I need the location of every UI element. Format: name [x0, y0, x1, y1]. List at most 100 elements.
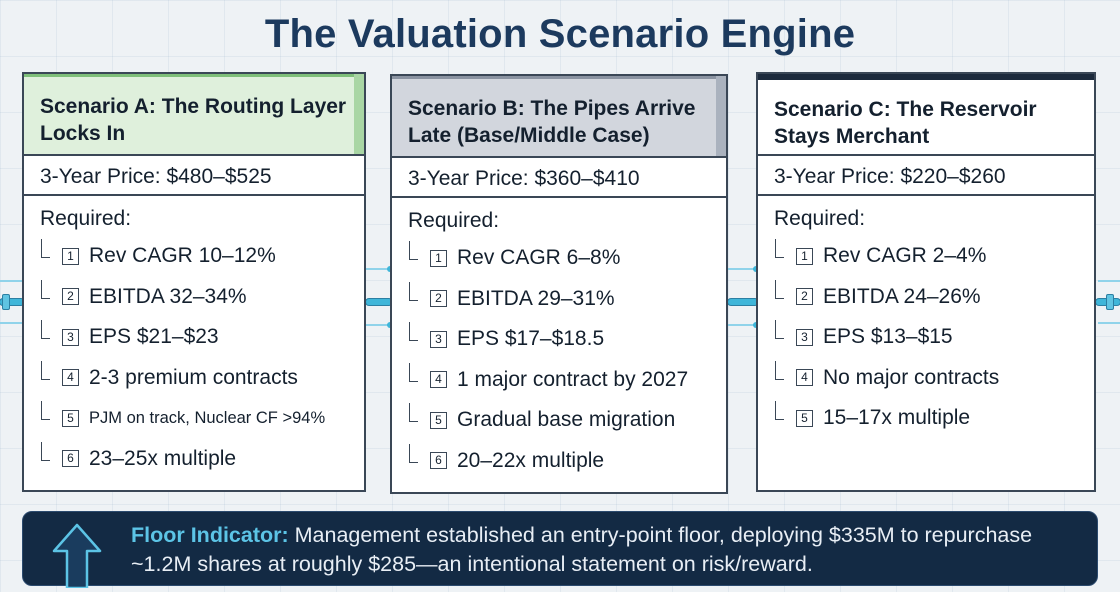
scenario-c-required-label: Required:: [774, 207, 866, 230]
connector-b-c: [728, 296, 758, 308]
scenario-c-requirements: 1 Rev CAGR 2–4% 2 EBITDA 24–26% 3 EPS $13–$…: [758, 236, 1094, 439]
requirement-item: 4 2-3 premium contracts: [40, 358, 364, 399]
tree-branch-icon: [408, 403, 430, 433]
scenario-b-required-label: Required:: [408, 209, 500, 232]
requirement-item: 3 EPS $17–$18.5: [408, 319, 726, 360]
requirement-item: 3 EPS $13–$15: [774, 317, 1094, 358]
item-number-badge: 4: [430, 371, 447, 389]
connector-left: [0, 294, 24, 310]
scenario-c-title: Scenario C: The Reservoir Stays Merchant: [758, 74, 1094, 156]
tree-branch-icon: [40, 279, 62, 310]
requirement-text: Gradual base migration: [457, 408, 676, 432]
tree-branch-icon: [408, 281, 430, 312]
scenario-c-card: Scenario C: The Reservoir Stays Merchant…: [756, 72, 1096, 492]
floor-indicator-banner: Floor Indicator: Management established …: [22, 511, 1098, 588]
item-number-badge: 6: [430, 452, 447, 470]
connector-wire-right-bottom: [1098, 322, 1120, 324]
tree-branch-icon: [40, 239, 62, 269]
tree-branch-icon: [774, 239, 796, 269]
tree-branch-icon: [40, 441, 62, 472]
item-number-badge: 2: [430, 290, 447, 308]
requirement-text: EPS $17–$18.5: [457, 327, 605, 351]
requirement-text: Rev CAGR 10–12%: [89, 244, 276, 268]
tree-branch-icon: [40, 320, 62, 350]
connector-wire-ab-bottom: [366, 322, 393, 328]
connector-right: [1096, 294, 1120, 310]
requirement-item: 5 15–17x multiple: [774, 398, 1094, 439]
page-title: The Valuation Scenario Engine: [264, 12, 856, 56]
requirement-item: 6 23–25x multiple: [40, 439, 364, 480]
requirement-text: EBITDA 32–34%: [89, 284, 247, 308]
tree-branch-icon: [408, 322, 430, 352]
floor-indicator-text: Floor Indicator: Management established …: [131, 521, 1081, 579]
requirement-text: Rev CAGR 6–8%: [457, 246, 621, 270]
scenario-a-card: Scenario A: The Routing Layer Locks In 3…: [22, 72, 366, 492]
requirement-item: 4 1 major contract by 2027: [408, 360, 726, 401]
scenario-a-required-label: Required:: [40, 207, 132, 230]
scenario-b-card: Scenario B: The Pipes Arrive Late (Base/…: [390, 74, 728, 494]
scenario-b-requirements: 1 Rev CAGR 6–8% 2 EBITDA 29–31% 3 EPS $17–$…: [392, 238, 726, 481]
item-number-badge: 2: [796, 288, 813, 306]
item-number-badge: 5: [62, 409, 79, 427]
item-number-badge: 5: [430, 411, 447, 429]
requirement-text: Rev CAGR 2–4%: [823, 244, 987, 268]
requirement-text: 2-3 premium contracts: [89, 365, 298, 389]
requirement-item: 4 No major contracts: [774, 358, 1094, 399]
item-number-badge: 3: [796, 328, 813, 346]
scenario-a-price: 3-Year Price: $480–$525: [24, 156, 364, 196]
connector-a-b: [366, 296, 392, 308]
item-number-badge: 3: [430, 330, 447, 348]
scenario-c-price: 3-Year Price: $220–$260: [758, 156, 1094, 196]
item-number-badge: 1: [430, 249, 447, 267]
requirement-item: 5 Gradual base migration: [408, 400, 726, 441]
requirement-text: PJM on track, Nuclear CF >94%: [89, 408, 326, 427]
tree-branch-icon: [40, 401, 62, 431]
connector-wire-right-top: [1098, 280, 1120, 282]
tree-branch-icon: [408, 241, 430, 271]
connector-wire-bc-bottom: [728, 322, 759, 328]
item-number-badge: 2: [62, 288, 79, 306]
requirement-text: EPS $13–$15: [823, 325, 953, 349]
tree-branch-icon: [774, 279, 796, 310]
requirement-item: 5 PJM on track, Nuclear CF >94%: [40, 398, 364, 439]
requirement-item: 1 Rev CAGR 10–12%: [40, 236, 364, 277]
requirement-item: 2 EBITDA 29–31%: [408, 279, 726, 320]
requirement-item: 2 EBITDA 32–34%: [40, 277, 364, 318]
requirement-item: 1 Rev CAGR 6–8%: [408, 238, 726, 279]
item-number-badge: 1: [62, 247, 79, 265]
connector-wire-ab-top: [366, 266, 393, 272]
item-number-badge: 6: [62, 450, 79, 468]
requirement-text: EBITDA 29–31%: [457, 286, 615, 310]
floor-indicator-label: Floor Indicator:: [131, 523, 289, 547]
tree-branch-icon: [774, 360, 796, 391]
connector-wire-bc-top: [728, 266, 759, 272]
requirement-text: 20–22x multiple: [457, 448, 605, 472]
scenario-b-title: Scenario B: The Pipes Arrive Late (Base/…: [392, 76, 726, 158]
requirement-item: 6 20–22x multiple: [408, 441, 726, 482]
requirement-text: 15–17x multiple: [823, 406, 971, 430]
requirement-text: 23–25x multiple: [89, 446, 237, 470]
scenario-b-price: 3-Year Price: $360–$410: [392, 158, 726, 198]
connector-wire-left-top: [0, 280, 22, 282]
tree-branch-icon: [408, 443, 430, 474]
scenario-a-requirements: 1 Rev CAGR 10–12% 2 EBITDA 32–34% 3 EPS $21…: [24, 236, 364, 479]
requirement-text: EPS $21–$23: [89, 325, 219, 349]
item-number-badge: 4: [796, 369, 813, 387]
item-number-badge: 1: [796, 247, 813, 265]
requirement-text: 1 major contract by 2027: [457, 367, 689, 391]
item-number-badge: 3: [62, 328, 79, 346]
requirement-item: 2 EBITDA 24–26%: [774, 277, 1094, 318]
tree-branch-icon: [774, 320, 796, 350]
scenario-a-title: Scenario A: The Routing Layer Locks In: [24, 74, 364, 156]
tree-branch-icon: [774, 401, 796, 431]
requirement-text: No major contracts: [823, 365, 1000, 389]
up-arrow-icon: [52, 523, 102, 588]
connector-wire-left-bottom: [0, 322, 22, 324]
requirement-item: 1 Rev CAGR 2–4%: [774, 236, 1094, 277]
item-number-badge: 4: [62, 369, 79, 387]
tree-branch-icon: [408, 362, 430, 393]
requirement-text: EBITDA 24–26%: [823, 284, 981, 308]
tree-branch-icon: [40, 360, 62, 391]
item-number-badge: 5: [796, 409, 813, 427]
floor-indicator-body: Management established an entry-point fl…: [131, 523, 1033, 576]
